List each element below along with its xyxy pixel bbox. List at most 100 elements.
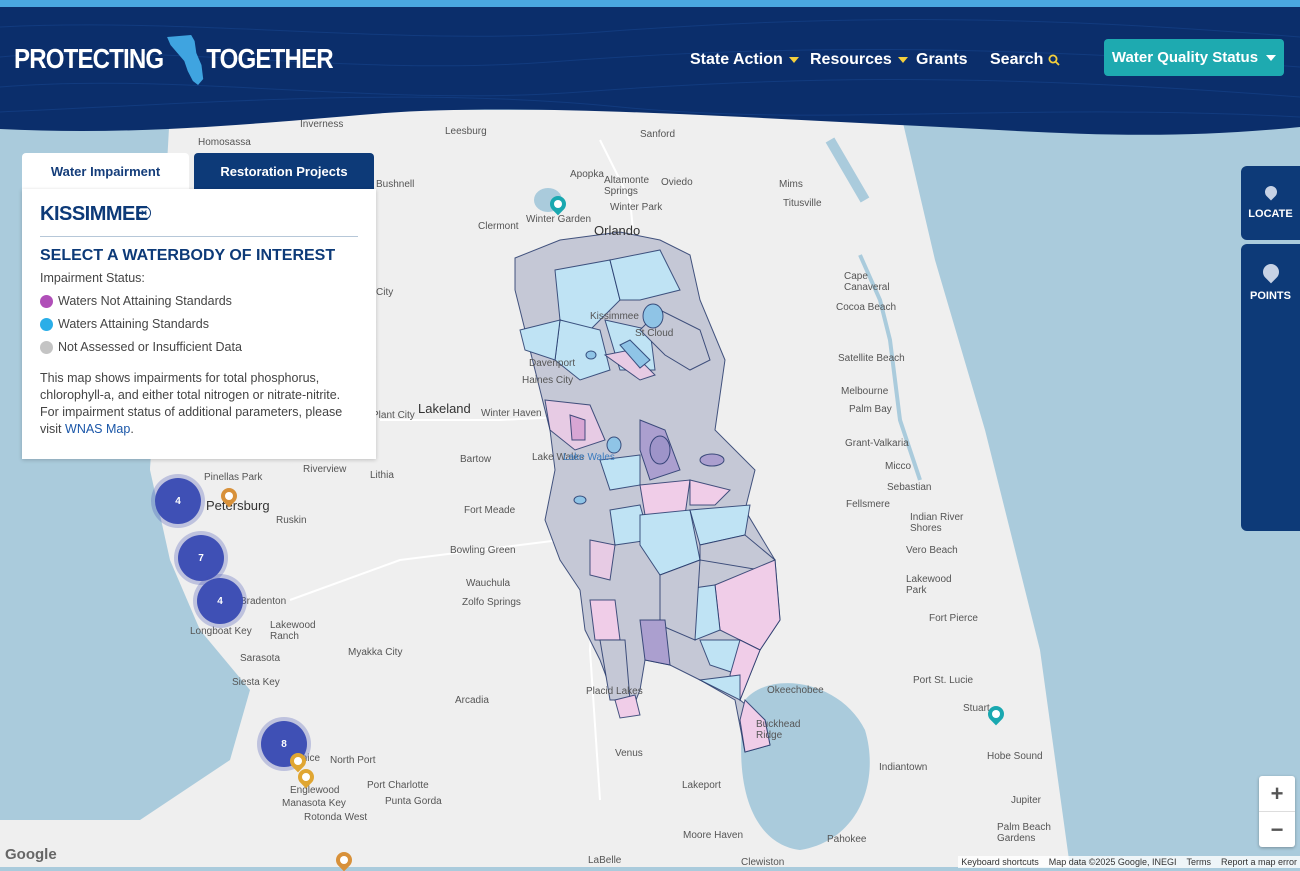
zoom-control: + − [1259, 776, 1295, 847]
nav-grants[interactable]: Grants [916, 49, 968, 71]
map-label: Davenport [529, 358, 576, 369]
map-label: Indiantown [879, 762, 928, 773]
site-header: PROTECTING TOGETHER State Action Resourc… [0, 7, 1300, 142]
map-label: Apopka [570, 169, 604, 180]
map-label: Pinellas Park [204, 472, 263, 483]
map-label: Hobe Sound [987, 751, 1043, 762]
map-label: Arcadia [455, 695, 489, 706]
legend-item: Not Assessed or Insufficient Data [40, 340, 242, 354]
header-wave-band [0, 7, 1300, 135]
map-label: Lithia [370, 470, 394, 481]
map-label: Lakeport [682, 780, 721, 791]
nav-label: Resources [810, 51, 892, 68]
map-label: Longboat Key [190, 626, 252, 637]
map-label: Inverness [300, 119, 344, 130]
map-label: Clermont [478, 221, 519, 232]
map-label: Lake Wales [563, 452, 615, 463]
map-label: Fort Meade [464, 505, 516, 516]
map-label: Wauchula [466, 578, 511, 589]
map-label: Moore Haven [683, 830, 744, 841]
point-cluster[interactable]: 7 [178, 535, 224, 581]
points-label: POINTS [1250, 290, 1291, 302]
map-label: Englewood [290, 785, 340, 796]
wnas-map-link[interactable]: WNAS Map [65, 422, 131, 436]
map-label: Manasota Key [282, 798, 346, 809]
map-label: Satellite Beach [838, 353, 905, 364]
water-quality-status-button[interactable]: Water Quality Status [1104, 39, 1284, 76]
nav-label: Grants [916, 51, 968, 68]
zoom-out-button[interactable]: − [1270, 816, 1284, 842]
nav-resources[interactable]: Resources [810, 49, 908, 71]
description-text: This map shows impairments for total pho… [40, 371, 343, 436]
map-label: Bowling Green [450, 545, 516, 556]
map-label: Titusville [783, 198, 822, 209]
map-label: Leesburg [445, 126, 487, 137]
florida-icon [166, 35, 203, 85]
site-logo[interactable]: PROTECTING TOGETHER [14, 27, 334, 91]
chevron-down-icon [1266, 54, 1277, 61]
map-label: Jupiter [1011, 795, 1042, 806]
map-label: Port Charlotte [367, 780, 429, 791]
location-pin-icon [1262, 183, 1279, 201]
tab-water-impairment[interactable]: Water Impairment [22, 153, 189, 189]
nav-state-action[interactable]: State Action [690, 49, 799, 71]
map-label: Winter Haven [481, 408, 542, 419]
map-label: Buckhead Ridge [756, 719, 801, 741]
keyboard-shortcuts-link[interactable]: Keyboard shortcuts [961, 857, 1039, 867]
map-label: Mims [779, 179, 803, 190]
map-label: Myakka City [348, 647, 403, 658]
search-icon [1048, 54, 1061, 66]
map-label: Bradenton [240, 596, 287, 607]
map-label: St Cloud [635, 328, 674, 339]
nav-label: State Action [690, 51, 783, 68]
map-label: Placid Lakes [586, 686, 643, 697]
nav-search[interactable]: Search [990, 49, 1061, 71]
button-label: Water Quality Status [1111, 49, 1259, 66]
divider [1259, 811, 1295, 812]
points-button[interactable]: POINTS [1241, 244, 1300, 531]
map-label: Palm Beach Gardens [997, 822, 1051, 844]
logo-text-right: TOGETHER [206, 43, 333, 74]
map-label: Homosassa [198, 137, 251, 148]
zoom-in-button[interactable]: + [1270, 780, 1284, 806]
map-label: Bartow [460, 454, 492, 465]
logo-text-left: PROTECTING [14, 43, 164, 74]
map-label: Plant City [372, 410, 415, 421]
legend-swatch [40, 294, 53, 308]
map-label: Ruskin [276, 515, 307, 526]
map-label: Fort Pierce [929, 613, 978, 624]
map-label: Fellsmere [846, 499, 890, 510]
section-heading: SELECT A WATERBODY OF INTEREST [40, 247, 336, 264]
map-label: North Port [330, 755, 376, 766]
tab-restoration-projects[interactable]: Restoration Projects [194, 153, 374, 189]
terms-link[interactable]: Terms [1186, 857, 1211, 867]
impairment-status-label: Impairment Status: [40, 271, 145, 285]
map-label: LaBelle [588, 855, 622, 866]
map-label: Zolfo Springs [462, 597, 521, 608]
map-label: Venus [615, 748, 643, 759]
map-label: Stuart [963, 703, 990, 714]
point-cluster[interactable]: 4 [197, 578, 243, 624]
map-label: Pahokee [827, 834, 867, 845]
report-map-error-link[interactable]: Report a map error [1220, 857, 1297, 867]
chevron-down-icon [897, 57, 908, 63]
info-panel: KISSIMMEE ✕ SELECT A WATERBODY OF INTERE… [22, 189, 376, 459]
map-label: Siesta Key [232, 677, 280, 688]
map-label: Sarasota [240, 653, 281, 664]
map-label: Palm Bay [849, 404, 892, 415]
legend-item: Waters Attaining Standards [40, 317, 209, 331]
legend-label: Not Assessed or Insufficient Data [58, 340, 242, 354]
locate-button[interactable]: LOCATE [1241, 166, 1300, 240]
map-label: Clewiston [741, 857, 785, 868]
map-label: Port St. Lucie [913, 675, 974, 686]
map-data-text: Map data ©2025 Google, INEGI [1048, 857, 1177, 867]
point-cluster[interactable]: 4 [155, 478, 201, 524]
map-label: Lakewood Park [906, 574, 952, 596]
map-marker-icon [1259, 260, 1282, 284]
map-label: Lakeland [418, 401, 471, 416]
panel-tabs: Water Impairment Restoration Projects [22, 153, 374, 189]
map-label: Melbourne [841, 386, 889, 397]
legend-swatch [40, 317, 53, 331]
close-icon[interactable]: ✕ [137, 206, 151, 220]
map-label: Cocoa Beach [836, 302, 897, 313]
